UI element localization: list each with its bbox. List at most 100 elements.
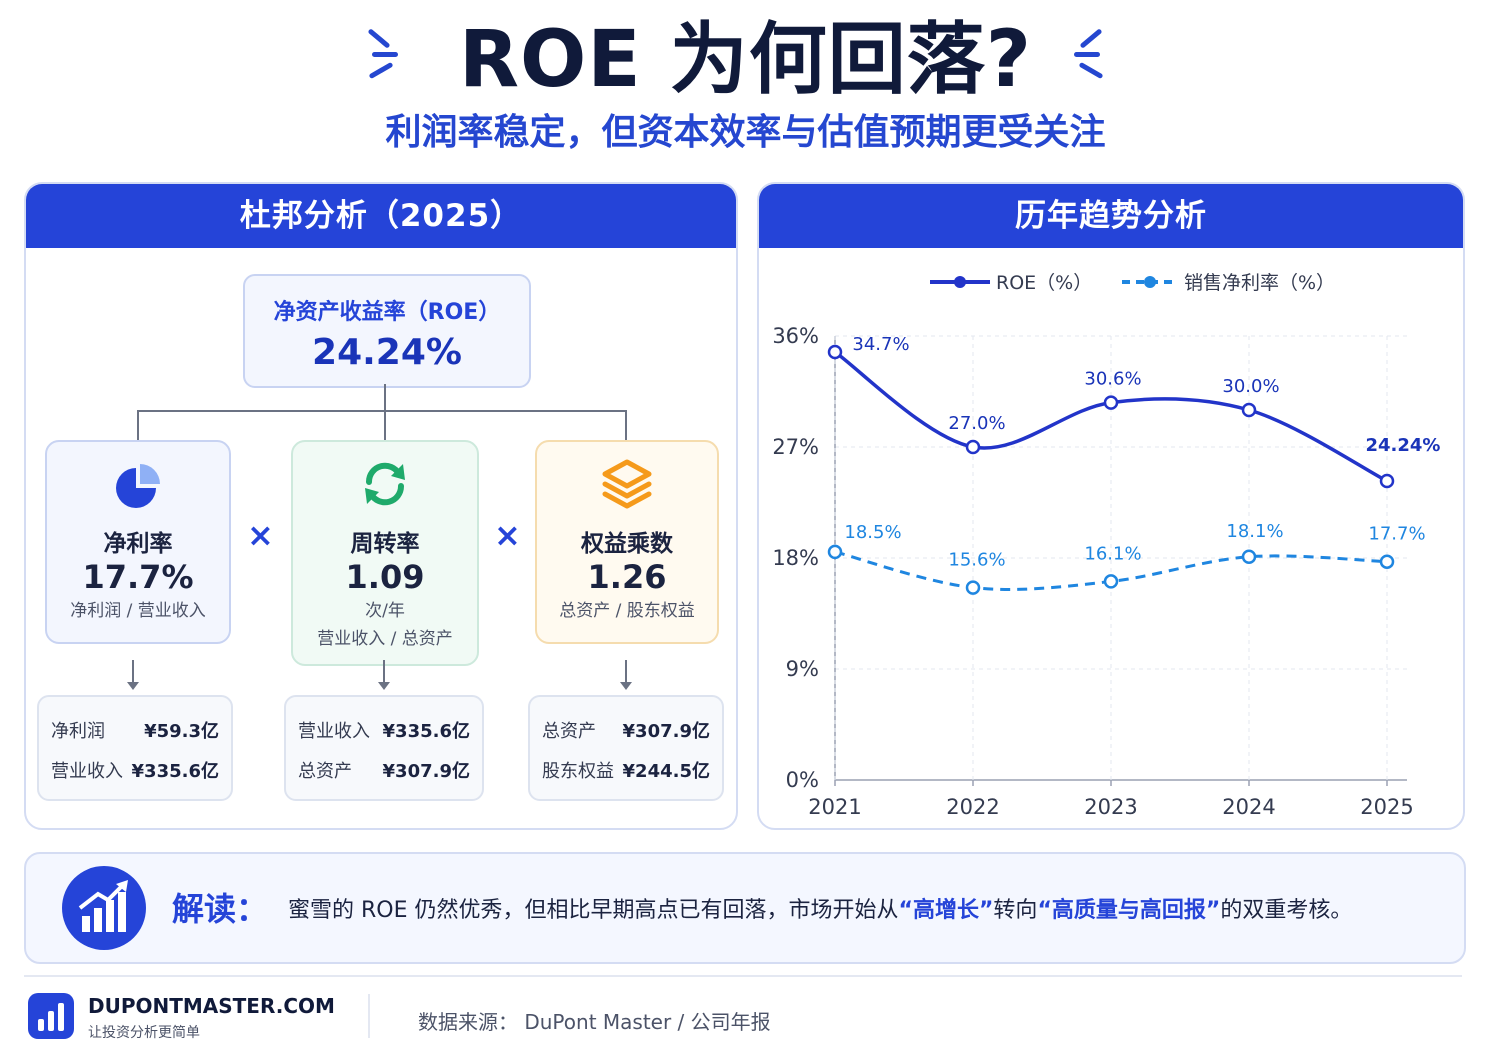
factor-value: 1.26 [587,558,667,596]
insight-highlight: “高增长” [898,898,994,923]
insight-lead: 解读： [172,890,269,928]
tree-connector [625,410,627,440]
net-margin-point [1241,549,1257,565]
factor-value: 1.09 [345,558,425,596]
page-subtitle: 利润率稳定，但资本效率与估值预期更受关注 [385,112,1106,153]
down-arrow-icon [127,660,139,690]
y-tick-label: 18% [772,546,819,570]
y-tick-label: 0% [786,768,819,792]
x-tick-label: 2021 [808,795,861,819]
x-tick-label: 2025 [1360,795,1413,819]
roe-point [1103,395,1119,410]
legend-label-roe: ROE（%） [996,272,1093,294]
roe-label: 净资产收益率（ROE） [273,300,501,325]
roe-box: 净资产收益率（ROE） 24.24% [243,274,531,388]
brand-tagline: 让投资分析更简单 [88,1025,200,1041]
tree-connector [137,410,627,412]
factor-card-net-margin: 净利率 17.7% 净利润 / 营业收入 [45,440,231,644]
insight-highlight: “高质量与高回报” [1037,898,1221,923]
roe-point [1379,473,1395,489]
factor-name: 权益乘数 [581,531,673,557]
insight-icon-circle [62,866,146,950]
roe-point [1241,402,1257,418]
dupont-panel-title: 杜邦分析（2025） [26,184,736,248]
roe-data-label: 30.0% [1222,376,1279,397]
component-value: ¥335.6亿 [382,721,470,742]
component-label: 总资产 [542,721,596,742]
roe-data-label: 27.0% [948,413,1005,434]
x-tick-label: 2022 [946,795,999,819]
bar-chart-icon [38,1003,64,1031]
component-box: 营业收入 ¥335.6亿 总资产 ¥307.9亿 [284,695,484,801]
net-margin-data-label: 18.1% [1226,521,1283,542]
net-margin-point [1379,554,1395,569]
page-title: ROE 为何回落? [458,15,1033,105]
footer-separator [368,994,370,1038]
roe-data-label: 24.24% [1366,435,1441,456]
legend-swatch-roe [930,276,990,288]
y-tick-label: 36% [772,324,819,348]
component-value: ¥307.9亿 [382,761,470,782]
net-margin-data-label: 16.1% [1084,543,1141,564]
multiply-sign: × [494,516,521,554]
insight-text: 蜜雪的 ROE 仍然优秀，但相比早期高点已有回落，市场开始从“高增长”转向“高质… [288,892,1352,924]
trend-line-chart: 36% 27% 18% 9% 0% 2021 2022 2023 2024 2025 34.7% 27… [772,324,1441,819]
multiply-sign: × [247,516,274,554]
x-tick-label: 2024 [1222,795,1275,819]
insight-text-part: 蜜雪的 ROE 仍然优秀，但相比早期高点已有回落，市场开始从 [288,898,899,923]
component-label: 总资产 [298,761,352,782]
trend-panel-title: 历年趋势分析 [759,184,1463,248]
y-tick-label: 9% [786,657,819,681]
layers-icon [602,459,652,509]
factor-desc: 总资产 / 股东权益 [559,601,695,621]
roe-point [827,344,843,360]
pie-chart-icon [116,464,160,508]
down-arrow-icon [620,660,632,690]
roe-value: 24.24% [312,332,462,373]
component-box: 净利润 ¥59.3亿 营业收入 ¥335.6亿 [37,695,233,801]
factor-name: 周转率 [350,531,420,557]
component-value: ¥335.6亿 [131,761,219,782]
net-margin-data-label: 18.5% [844,522,901,543]
factor-card-turnover: 周转率 1.09 次/年 营业收入 / 总资产 [291,440,479,666]
title-spark [372,52,398,57]
net-margin-point [1103,574,1119,589]
legend-label-net-margin: 销售净利率（%） [1184,272,1336,294]
growth-chart-icon [78,880,128,932]
data-source: 数据来源： DuPont Master / 公司年报 [418,1010,771,1034]
tree-connector [384,410,386,440]
y-tick-label: 27% [772,435,819,459]
factor-value: 17.7% [82,558,194,596]
component-value: ¥244.5亿 [622,761,710,782]
component-label: 营业收入 [51,761,123,782]
component-box: 总资产 ¥307.9亿 股东权益 ¥244.5亿 [528,695,724,801]
insight-text-part: 转向 [993,898,1038,923]
footer-divider [24,975,1462,977]
net-margin-data-label: 17.7% [1368,524,1425,545]
brand-name: DUPONTMASTER.COM [88,994,335,1018]
factor-desc: 净利润 / 营业收入 [70,601,206,621]
component-label: 股东权益 [542,761,614,782]
tree-connector [384,384,386,412]
component-label: 营业收入 [298,721,370,742]
component-label: 净利润 [51,721,105,742]
component-value: ¥59.3亿 [144,721,219,742]
x-tick-label: 2023 [1084,795,1137,819]
brand-logo [28,993,74,1039]
factor-desc: 次/年 [365,601,405,621]
component-value: ¥307.9亿 [622,721,710,742]
factor-name: 净利率 [103,531,173,557]
insight-text-part: 的双重考核。 [1220,898,1353,923]
legend-swatch-net-margin [1122,276,1178,288]
roe-point [965,439,981,455]
roe-data-label: 34.7% [852,334,909,355]
net-margin-point [965,580,981,595]
down-arrow-icon [378,660,390,690]
factor-desc: 营业收入 / 总资产 [317,629,453,649]
net-margin-data-label: 15.6% [948,550,1005,571]
net-margin-point [827,544,843,560]
title-spark [1074,52,1100,57]
factor-card-equity-multiplier: 权益乘数 1.26 总资产 / 股东权益 [535,440,719,644]
insight-box: 解读： 蜜雪的 ROE 仍然优秀，但相比早期高点已有回落，市场开始从“高增长”转… [24,852,1466,964]
refresh-icon [365,462,405,506]
